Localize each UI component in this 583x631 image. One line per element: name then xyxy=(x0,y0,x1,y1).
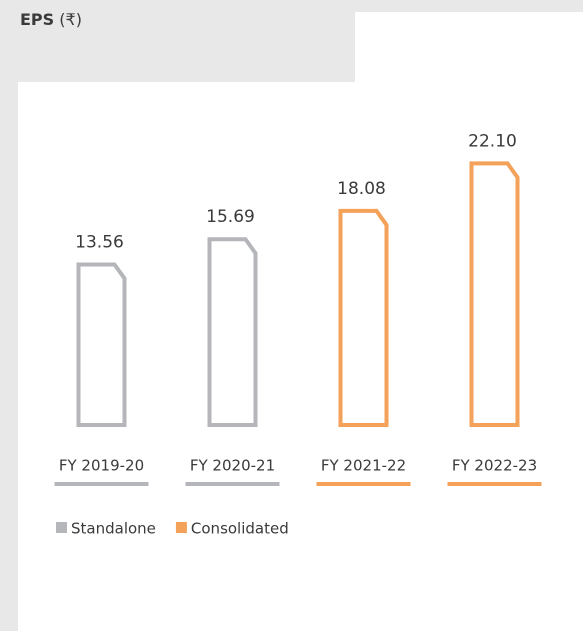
x-tick-label: FY 2022-23 xyxy=(452,457,537,475)
title-unit: (₹) xyxy=(59,10,82,29)
category-underline xyxy=(185,482,280,486)
legend-swatch xyxy=(56,522,67,533)
legend-label: Consolidated xyxy=(191,520,289,538)
bar xyxy=(207,237,258,427)
value-label: 15.69 xyxy=(206,207,255,227)
title-main: EPS xyxy=(20,10,54,29)
bar xyxy=(338,208,389,427)
category-underline xyxy=(316,482,411,486)
legend-label: Standalone xyxy=(71,520,156,538)
value-label: 22.10 xyxy=(468,131,517,151)
x-tick-label: FY 2021-22 xyxy=(321,457,406,475)
bar xyxy=(469,161,520,427)
x-tick-label: FY 2019-20 xyxy=(59,457,144,475)
chart-title: EPS (₹) xyxy=(20,10,82,29)
card xyxy=(18,82,583,631)
legend-swatch xyxy=(175,522,187,533)
category-underline xyxy=(447,482,542,486)
value-label: 13.56 xyxy=(75,232,124,252)
category-underline xyxy=(54,482,149,486)
bar xyxy=(76,262,127,427)
x-tick-label: FY 2020-21 xyxy=(190,457,275,475)
value-label: 18.08 xyxy=(337,179,386,199)
card-top xyxy=(355,12,583,92)
